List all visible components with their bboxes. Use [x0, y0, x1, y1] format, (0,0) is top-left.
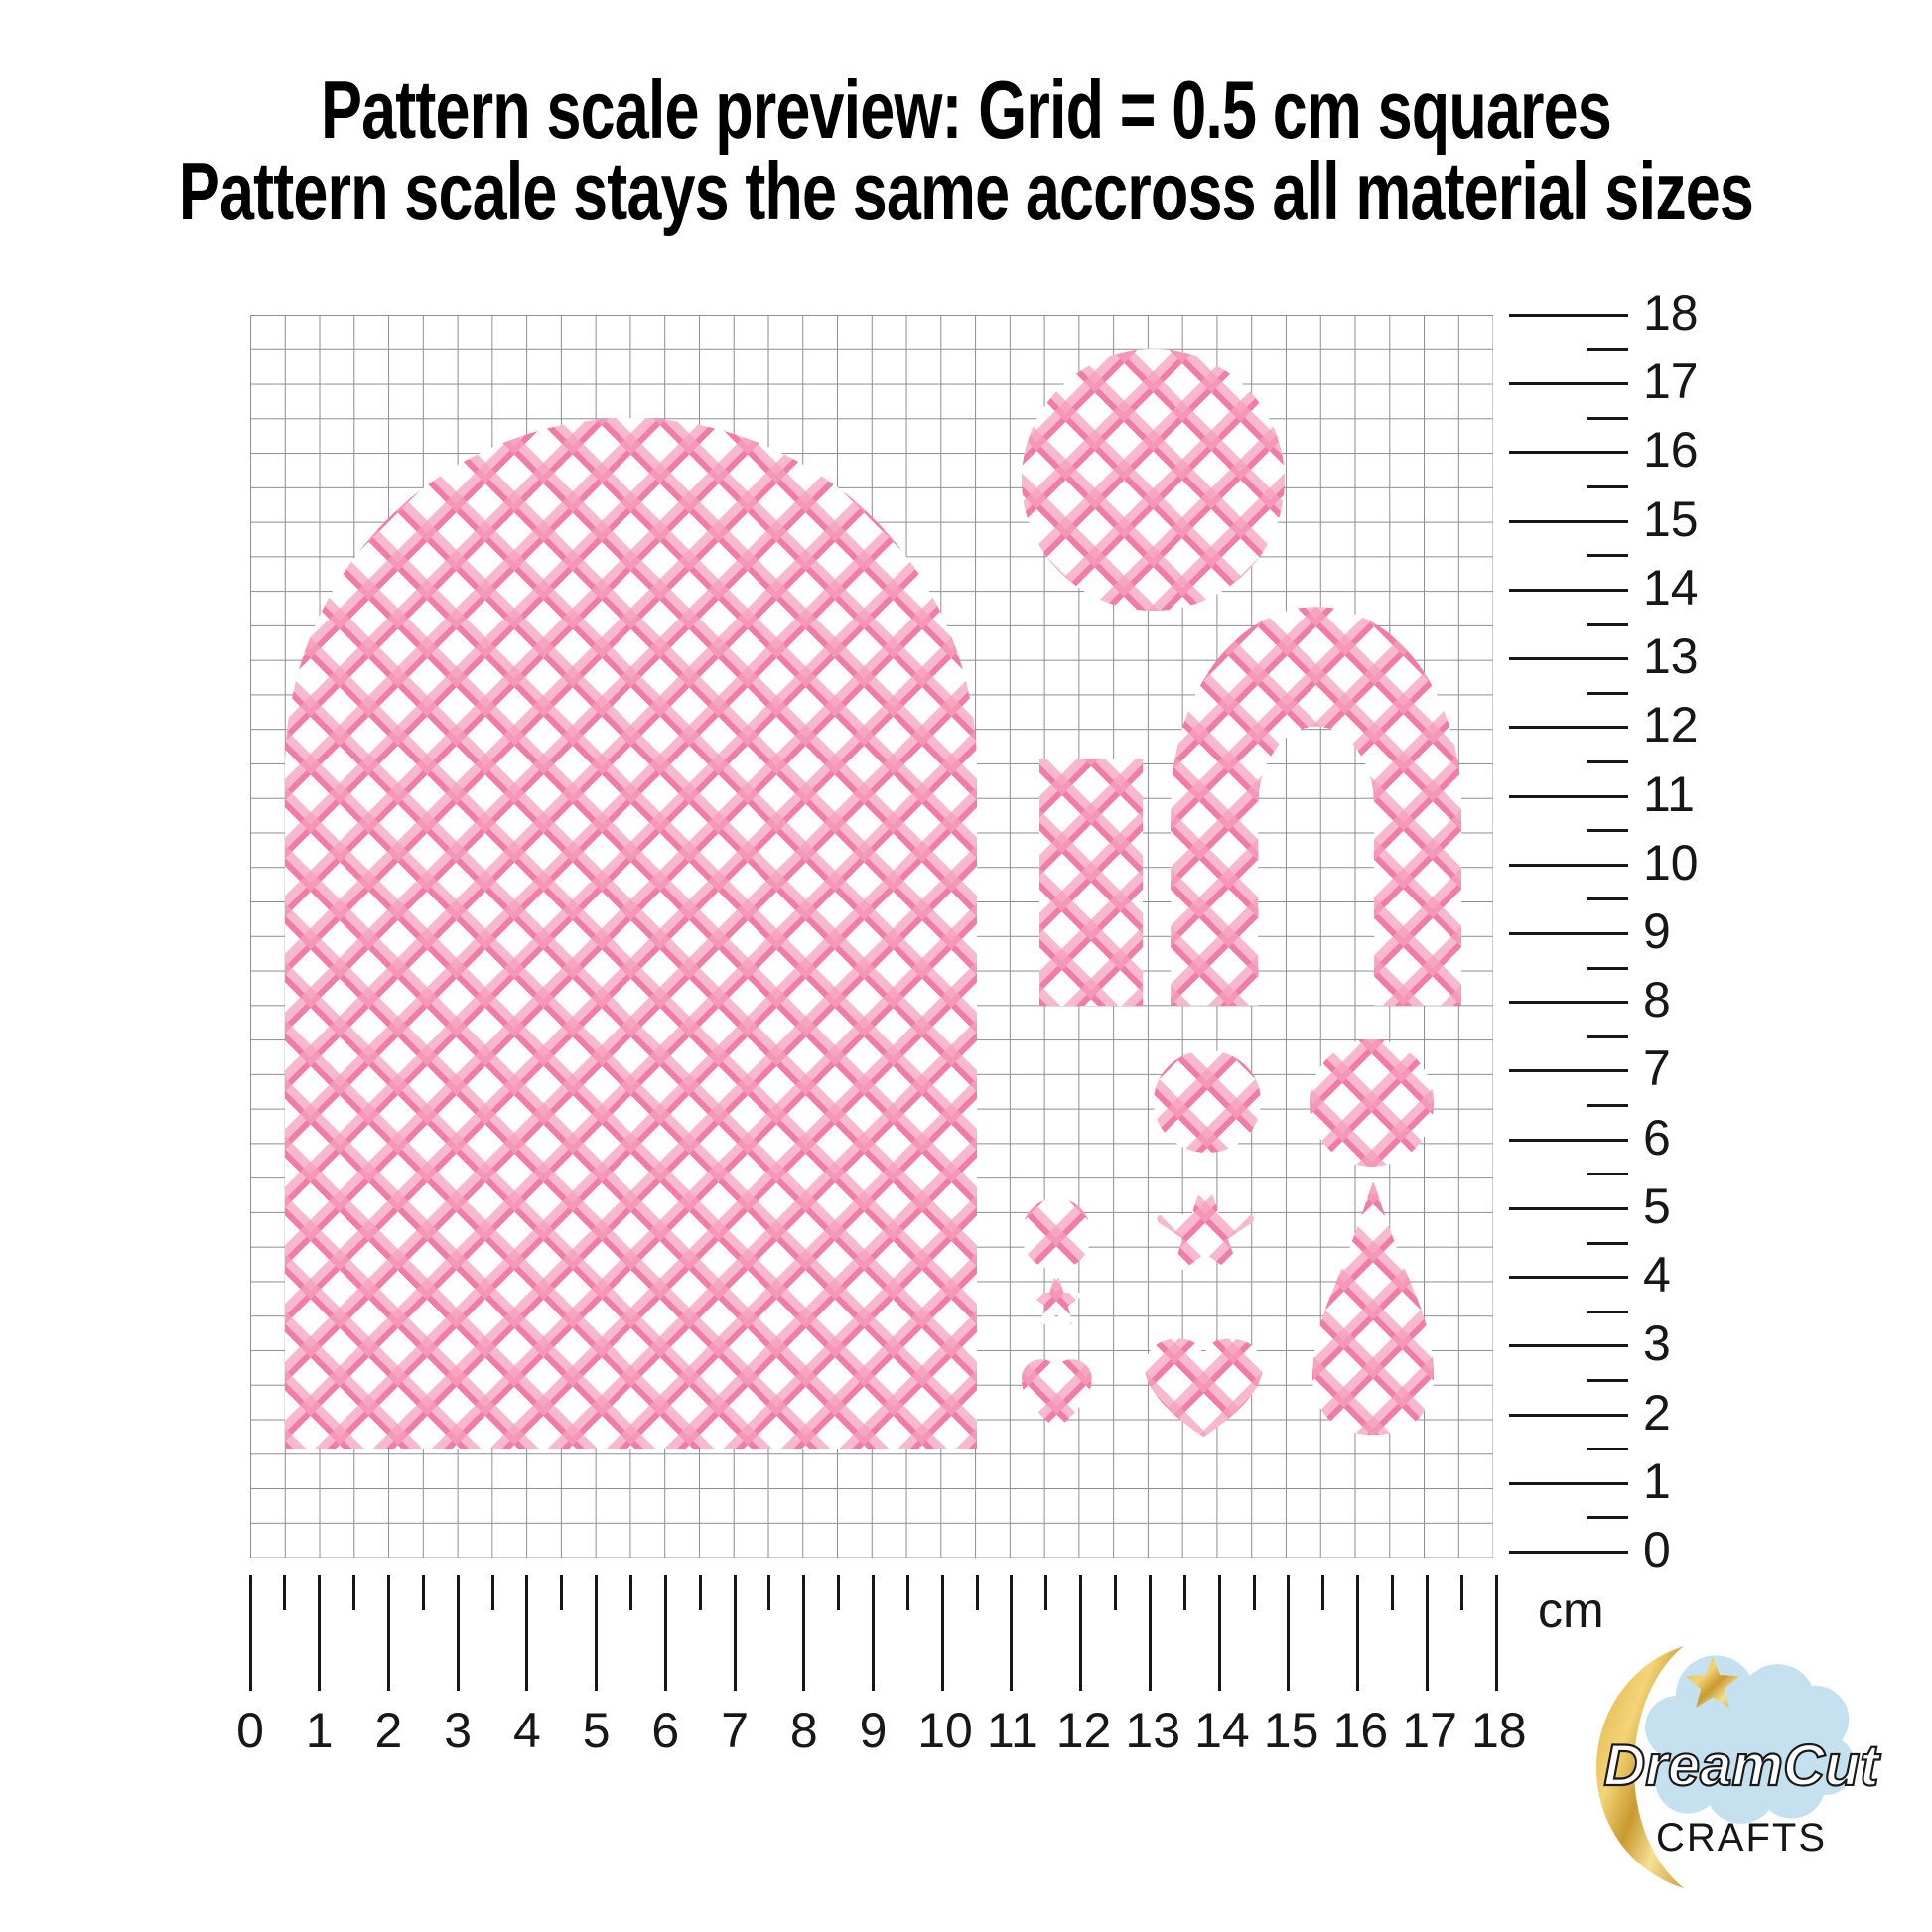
svg-text:CRAFTS: CRAFTS	[1656, 1816, 1827, 1860]
svg-text:DreamCut: DreamCut	[1603, 1733, 1881, 1798]
